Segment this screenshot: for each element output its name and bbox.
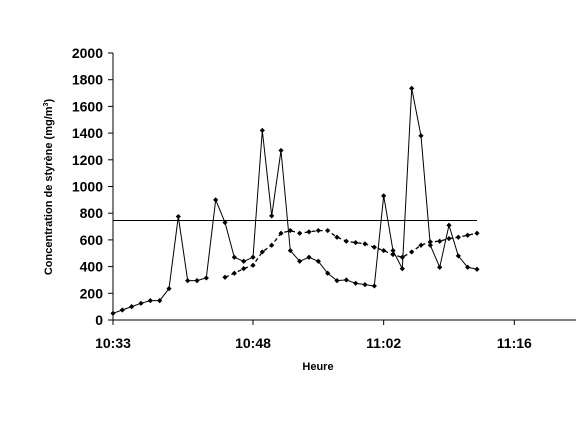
series-2 — [222, 227, 480, 280]
data-point — [259, 249, 265, 255]
data-point — [390, 251, 396, 258]
data-point — [250, 262, 256, 268]
y-tick-label: 1000 — [72, 179, 103, 195]
data-point — [315, 227, 321, 234]
data-point — [325, 227, 331, 234]
y-tick-label: 1400 — [72, 125, 103, 141]
data-point — [465, 264, 471, 270]
data-point — [399, 254, 405, 260]
data-point — [418, 242, 424, 248]
data-point — [399, 266, 405, 272]
y-tick-label: 200 — [80, 285, 104, 301]
data-point — [315, 258, 321, 264]
data-point — [241, 266, 247, 272]
data-point — [250, 254, 256, 260]
data-point — [297, 258, 303, 264]
y-axis-title-end: ) — [43, 99, 55, 103]
y-axis-title-superscript: 3 — [43, 102, 50, 106]
y-tick-label: 1600 — [72, 98, 103, 114]
data-point — [231, 270, 237, 276]
y-tick-label: 2000 — [72, 45, 103, 61]
data-point — [446, 222, 452, 228]
x-axis: 10:33 10:48 11:02 11:16 — [95, 319, 576, 351]
data-point — [138, 300, 144, 306]
data-point — [334, 234, 340, 240]
data-point — [362, 241, 368, 247]
data-point — [278, 230, 284, 236]
data-point — [185, 278, 191, 284]
data-point — [418, 133, 424, 139]
data-point — [241, 258, 247, 264]
data-point — [269, 213, 275, 219]
data-point — [175, 213, 181, 220]
data-point — [147, 298, 153, 304]
data-point — [306, 229, 312, 235]
y-axis: 0 200 400 600 800 1000 1200 1400 1600 1800 2000 — [72, 45, 114, 328]
data-point — [287, 247, 293, 254]
data-point — [325, 270, 331, 276]
y-tick-label: 800 — [80, 205, 104, 221]
data-point — [334, 278, 340, 284]
data-point — [343, 277, 349, 283]
data-point — [437, 238, 443, 244]
data-point — [166, 286, 172, 292]
y-tick-label: 400 — [80, 259, 104, 275]
data-point — [231, 254, 237, 260]
data-point — [213, 197, 219, 203]
data-point — [371, 283, 377, 289]
data-point — [119, 307, 125, 313]
data-point — [194, 278, 200, 284]
data-point — [157, 298, 163, 304]
series-layer — [110, 85, 480, 316]
data-point — [306, 254, 312, 260]
y-axis-title: Concentration de styrène (mg/m3) — [43, 99, 55, 276]
data-point — [446, 235, 452, 242]
data-point — [269, 242, 275, 248]
data-point — [129, 304, 135, 310]
data-point — [409, 249, 415, 255]
data-point — [455, 234, 461, 240]
data-point — [353, 280, 359, 286]
data-point — [474, 266, 480, 272]
data-point — [222, 219, 228, 226]
data-point — [371, 244, 377, 250]
data-point — [287, 227, 293, 234]
data-point — [259, 127, 265, 134]
x-tick-label: 11:16 — [497, 335, 532, 351]
data-point — [455, 253, 461, 259]
data-point — [465, 232, 471, 238]
data-point — [381, 247, 387, 254]
series-line — [224, 229, 478, 278]
series-1 — [110, 85, 480, 316]
data-point — [390, 247, 396, 254]
y-axis-title-main: Concentration de styrène (mg/m — [43, 106, 55, 275]
data-point — [427, 239, 433, 245]
data-point — [409, 85, 415, 91]
data-point — [278, 147, 284, 154]
data-point — [362, 282, 368, 288]
data-point — [437, 264, 443, 270]
data-point — [353, 239, 359, 246]
data-point — [110, 310, 116, 316]
x-axis-title: Heure — [302, 361, 333, 373]
data-point — [297, 230, 303, 236]
data-point — [343, 238, 349, 244]
y-tick-label: 1200 — [72, 152, 103, 168]
x-tick-label: 10:48 — [235, 335, 271, 351]
data-point — [203, 275, 209, 281]
y-tick-label: 1800 — [72, 72, 103, 88]
y-tick-label: 600 — [80, 232, 104, 248]
data-point — [222, 274, 228, 280]
data-point — [427, 242, 433, 248]
series-line — [112, 88, 478, 314]
data-point — [474, 230, 480, 236]
y-tick-label: 0 — [95, 312, 103, 328]
x-tick-label: 10:33 — [95, 335, 131, 351]
x-tick-label: 11:02 — [366, 335, 401, 351]
data-point — [381, 193, 387, 199]
